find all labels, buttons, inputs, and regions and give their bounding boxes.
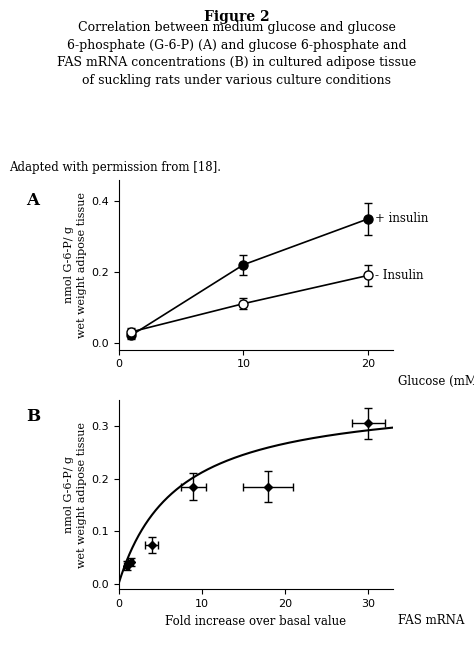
- Y-axis label: nmol G-6-P/ g
wet weight adipose tissue: nmol G-6-P/ g wet weight adipose tissue: [64, 422, 87, 567]
- Text: - Insulin: - Insulin: [374, 269, 423, 282]
- Text: + insulin: + insulin: [374, 212, 428, 225]
- Text: Adapted with permission from [18].: Adapted with permission from [18].: [9, 161, 221, 174]
- Y-axis label: nmol G-6-P/ g
wet weight adipose tissue: nmol G-6-P/ g wet weight adipose tissue: [64, 192, 87, 338]
- Text: Glucose (mM): Glucose (mM): [398, 375, 474, 388]
- Text: A: A: [26, 192, 39, 209]
- X-axis label: Fold increase over basal value: Fold increase over basal value: [165, 615, 346, 627]
- Text: Figure 2: Figure 2: [204, 10, 270, 24]
- Text: FAS mRNA: FAS mRNA: [398, 615, 464, 627]
- Text: B: B: [26, 408, 40, 425]
- Text: Correlation between medium glucose and glucose
6-phosphate (G-6-P) (A) and gluco: Correlation between medium glucose and g…: [57, 21, 417, 87]
